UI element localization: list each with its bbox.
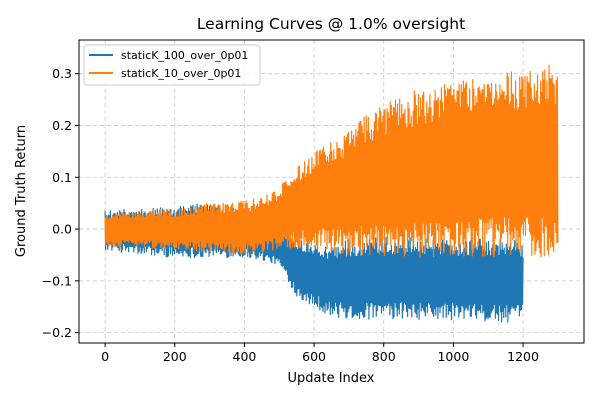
y-axis-label: Ground Truth Return (14, 125, 29, 257)
legend-label-staticK-100: staticK_100_over_0p01 (121, 49, 248, 62)
series-layer (104, 64, 559, 323)
legend: staticK_100_over_0p01 staticK_10_over_0p… (83, 44, 261, 86)
x-tick-label: 1200 (507, 349, 539, 364)
x-axis-label: Update Index (287, 371, 374, 386)
plot-frame (78, 39, 585, 344)
y-tick-label: 0.2 (52, 118, 72, 133)
x-tick-label: 800 (372, 349, 396, 364)
x-tick-label: 200 (163, 349, 187, 364)
legend-box (83, 44, 261, 86)
y-tick-label: 0.1 (52, 170, 72, 185)
chart-title: Learning Curves @ 1.0% oversight (197, 15, 465, 33)
ticks: 0 200 400 600 800 1000 1200 −0.2 −0.1 0.0 0.1 0.2 0.… (42, 66, 539, 364)
legend-label-staticK-10: staticK_10_over_0p01 (121, 67, 241, 80)
y-tick-label: 0.0 (52, 222, 72, 237)
y-tick-label: −0.1 (42, 273, 72, 288)
y-tick-label: 0.3 (52, 66, 72, 81)
x-tick-label: 0 (101, 349, 109, 364)
x-tick-label: 600 (302, 349, 326, 364)
y-tick-label: −0.2 (42, 325, 72, 340)
x-tick-label: 1000 (437, 349, 469, 364)
x-tick-label: 400 (233, 349, 257, 364)
series-line-staticK-10 (104, 64, 559, 258)
